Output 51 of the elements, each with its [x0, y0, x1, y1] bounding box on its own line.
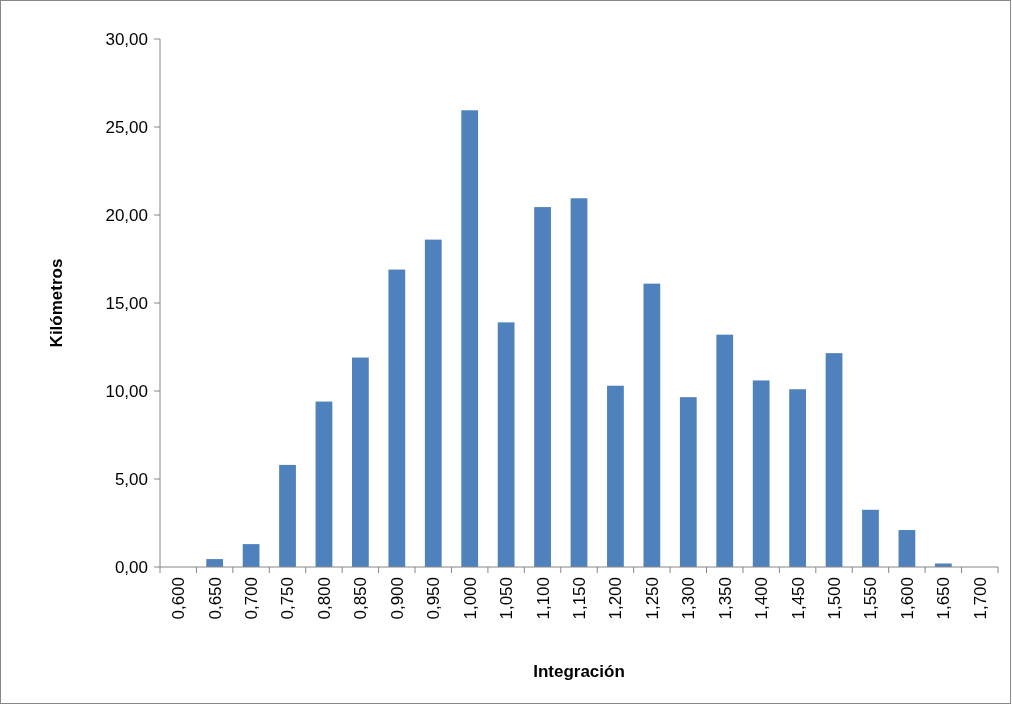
- x-tick-label: 0,600: [169, 577, 189, 620]
- y-tick-label: 5,00: [114, 469, 148, 489]
- x-tick-label: 1,600: [897, 577, 917, 620]
- bar: [862, 509, 879, 567]
- y-tick-label: 20,00: [105, 205, 148, 225]
- bar: [352, 357, 369, 567]
- x-tick-label: 1,300: [679, 577, 699, 620]
- x-tick-label: 1,050: [497, 577, 517, 620]
- x-tick-label: 0,700: [242, 577, 262, 620]
- x-tick-label: 1,700: [970, 577, 990, 620]
- y-tick-label: 15,00: [105, 293, 148, 313]
- bar: [789, 389, 806, 567]
- bar: [679, 397, 697, 567]
- x-tick-label: 0,750: [278, 577, 298, 620]
- y-tick-label: 0,00: [114, 557, 148, 577]
- bar: [388, 269, 406, 567]
- y-tick-label: 30,00: [105, 29, 148, 49]
- x-tick-label: 1,400: [752, 577, 772, 620]
- bar: [825, 353, 843, 567]
- x-tick-label: 1,150: [569, 577, 589, 620]
- y-tick-label: 10,00: [105, 381, 148, 401]
- x-tick-label: 0,900: [387, 577, 407, 620]
- x-tick-label: 1,500: [824, 577, 844, 620]
- bar: [716, 334, 734, 567]
- x-tick-label: 0,800: [314, 577, 334, 620]
- x-tick-label: 0,850: [351, 577, 371, 620]
- x-tick-label: 1,650: [934, 577, 954, 620]
- y-tick-label: 25,00: [105, 117, 148, 137]
- x-tick-label: 0,650: [205, 577, 225, 620]
- bar: [242, 544, 260, 567]
- bar: [752, 380, 770, 567]
- x-tick-label: 1,250: [642, 577, 662, 620]
- bar: [497, 322, 515, 567]
- x-tick-label: 1,000: [460, 577, 480, 620]
- bar: [279, 464, 296, 567]
- x-tick-label: 1,200: [606, 577, 626, 620]
- x-axis-title: Integración: [533, 662, 625, 681]
- x-tick-label: 1,100: [533, 577, 553, 620]
- bar: [570, 198, 588, 567]
- x-tick-label: 1,450: [788, 577, 808, 620]
- bar: [424, 239, 442, 567]
- bar: [898, 530, 916, 567]
- bar: [607, 385, 624, 567]
- bar: [643, 283, 661, 567]
- bar: [461, 110, 479, 567]
- y-axis-title: Kilómetros: [47, 258, 66, 348]
- bar: [534, 207, 551, 567]
- x-tick-label: 1,350: [715, 577, 735, 620]
- bar: [315, 401, 333, 567]
- x-tick-label: 1,550: [861, 577, 881, 620]
- x-tick-label: 0,950: [424, 577, 444, 620]
